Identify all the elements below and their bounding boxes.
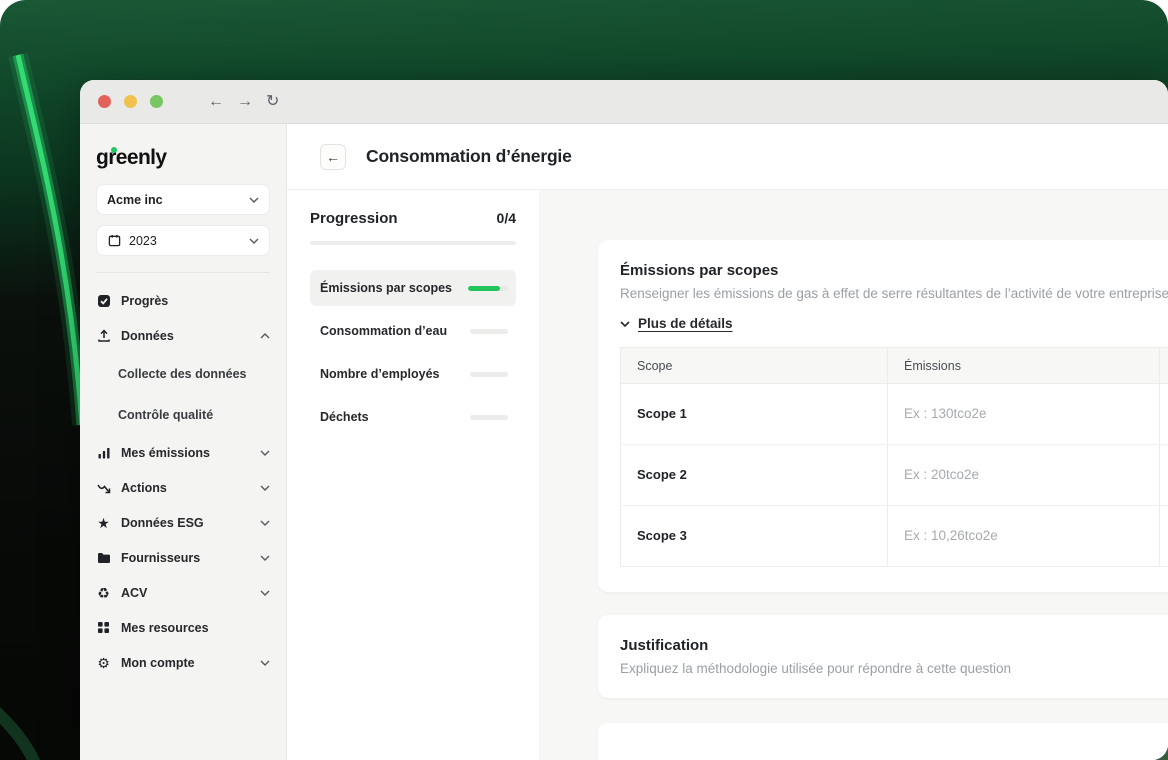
scope-1-emissions-input[interactable] bbox=[904, 406, 1143, 421]
content-area: Émissions par scopes Renseigner les émis… bbox=[539, 190, 1168, 760]
next-card-partial bbox=[598, 723, 1168, 760]
emissions-card-description: Renseigner les émissions de gas à effet … bbox=[620, 286, 1168, 301]
progression-item-emissions-par-scopes[interactable]: Émissions par scopes bbox=[310, 270, 516, 306]
chevron-down-icon bbox=[260, 485, 270, 491]
scope-1-label: Scope 1 bbox=[637, 406, 687, 421]
item-progress-bar bbox=[468, 285, 508, 291]
chevron-down-icon bbox=[249, 238, 259, 244]
browser-window: ← → ↻ greenly Acme inc bbox=[80, 80, 1168, 760]
column-header-scope: Scope bbox=[620, 347, 888, 384]
sidebar: greenly Acme inc 2023 bbox=[80, 124, 287, 760]
justification-description: Expliquez la méthodologie utilisée pour … bbox=[620, 661, 1012, 676]
organization-selector[interactable]: Acme inc bbox=[96, 184, 270, 215]
logo-green-dot bbox=[111, 147, 117, 153]
trending-arrow-icon bbox=[96, 480, 111, 495]
table-row: Scope 1 bbox=[620, 383, 1168, 445]
scope-3-label: Scope 3 bbox=[637, 528, 687, 543]
green-swoosh-decoration bbox=[0, 52, 92, 760]
chevron-down-icon bbox=[620, 320, 630, 327]
sidebar-item-actions[interactable]: Actions bbox=[80, 470, 286, 505]
scope-2-label: Scope 2 bbox=[637, 467, 687, 482]
year-selector-value: 2023 bbox=[129, 233, 157, 248]
table-row: Scope 3 bbox=[621, 505, 1168, 567]
item-progress-bar bbox=[470, 371, 508, 377]
scope-2-emissions-input[interactable] bbox=[904, 467, 1143, 482]
sidebar-divider bbox=[96, 272, 270, 273]
browser-reload-icon[interactable]: ↻ bbox=[266, 92, 280, 110]
sidebar-item-progres[interactable]: Progrès bbox=[80, 283, 286, 318]
column-header-emissions: Émissions bbox=[887, 347, 1160, 384]
table-header-row: Scope Émissions bbox=[620, 347, 1168, 384]
sidebar-item-collecte-des-donnees[interactable]: Collecte des données bbox=[118, 366, 247, 381]
justification-card: Justification Expliquez la méthodologie … bbox=[598, 615, 1168, 698]
table-row: Scope 2 bbox=[620, 444, 1168, 506]
scopes-table: Scope Émissions Scope 1 bbox=[620, 347, 1168, 567]
sidebar-item-controle-qualite[interactable]: Contrôle qualité bbox=[118, 407, 214, 422]
maximize-window-button[interactable] bbox=[150, 95, 163, 108]
details-toggle[interactable]: Plus de détails bbox=[620, 316, 1168, 331]
chevron-down-icon bbox=[249, 197, 259, 203]
sidebar-item-fournisseurs[interactable]: Fournisseurs bbox=[80, 540, 286, 575]
chevron-down-icon bbox=[260, 520, 270, 526]
back-button[interactable]: ← bbox=[320, 143, 346, 170]
folder-icon bbox=[96, 550, 111, 565]
star-icon: ★ bbox=[97, 514, 110, 531]
scope-3-emissions-input[interactable] bbox=[904, 528, 1143, 543]
page-title: Consommation d’énergie bbox=[366, 146, 572, 166]
chevron-down-icon bbox=[260, 660, 270, 666]
year-selector[interactable]: 2023 bbox=[96, 225, 270, 256]
organization-selector-value: Acme inc bbox=[107, 192, 163, 207]
bar-chart-icon bbox=[96, 445, 111, 460]
item-progress-bar bbox=[470, 414, 508, 420]
progression-overall-bar bbox=[310, 241, 516, 245]
progression-count: 0/4 bbox=[496, 210, 516, 226]
page-header: ← Consommation d’énergie bbox=[287, 124, 1168, 190]
sidebar-item-donnees-esg[interactable]: ★ Données ESG bbox=[80, 505, 286, 540]
close-window-button[interactable] bbox=[98, 95, 111, 108]
sidebar-item-mon-compte[interactable]: ⚙ Mon compte bbox=[80, 645, 286, 680]
grid-icon bbox=[96, 620, 111, 635]
back-arrow-icon: ← bbox=[326, 148, 340, 165]
chevron-down-icon bbox=[260, 590, 270, 596]
greenly-logo: greenly bbox=[96, 146, 167, 169]
emissions-card: Émissions par scopes Renseigner les émis… bbox=[598, 240, 1168, 592]
browser-chrome-bar: ← → ↻ bbox=[80, 80, 1168, 124]
progression-item-dechets[interactable]: Déchets bbox=[310, 399, 516, 435]
upload-icon bbox=[96, 328, 111, 343]
recycle-icon: ♻ bbox=[97, 584, 110, 601]
checkbox-checked-icon bbox=[96, 293, 111, 308]
column-header-extra bbox=[1159, 347, 1168, 384]
sidebar-item-acv[interactable]: ♻ ACV bbox=[80, 575, 286, 610]
progression-title: Progression bbox=[310, 210, 398, 227]
minimize-window-button[interactable] bbox=[124, 95, 137, 108]
progression-item-consommation-eau[interactable]: Consommation d’eau bbox=[310, 313, 516, 349]
justification-title: Justification bbox=[620, 637, 709, 654]
chevron-up-icon bbox=[260, 332, 270, 339]
gear-icon: ⚙ bbox=[97, 654, 110, 671]
sidebar-item-mes-emissions[interactable]: Mes émissions bbox=[80, 435, 286, 470]
browser-back-icon[interactable]: ← bbox=[208, 92, 224, 110]
progression-item-nombre-employes[interactable]: Nombre d’employés bbox=[310, 356, 516, 392]
sidebar-item-mes-resources[interactable]: Mes resources bbox=[80, 610, 286, 645]
chevron-down-icon bbox=[260, 555, 270, 561]
chevron-down-icon bbox=[260, 450, 270, 456]
calendar-icon bbox=[107, 233, 122, 248]
emissions-card-title: Émissions par scopes bbox=[620, 262, 779, 279]
sidebar-item-donnees[interactable]: Données bbox=[80, 318, 286, 353]
item-progress-bar bbox=[470, 328, 508, 334]
progression-panel: Progression 0/4 Émissions par scopes Con… bbox=[287, 190, 539, 760]
browser-forward-icon[interactable]: → bbox=[237, 92, 253, 110]
